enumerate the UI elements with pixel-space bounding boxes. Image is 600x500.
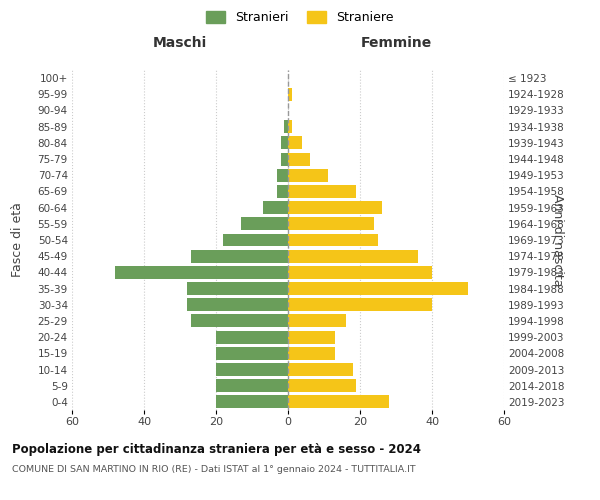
Text: Popolazione per cittadinanza straniera per età e sesso - 2024: Popolazione per cittadinanza straniera p… — [12, 442, 421, 456]
Bar — [115, 266, 288, 279]
Bar — [288, 396, 389, 408]
Bar — [288, 185, 356, 198]
Bar — [216, 330, 288, 344]
Bar — [277, 185, 288, 198]
Text: Maschi: Maschi — [153, 36, 207, 50]
Bar — [216, 363, 288, 376]
Bar — [241, 218, 288, 230]
Bar — [281, 136, 288, 149]
Bar — [288, 120, 292, 133]
Bar — [281, 152, 288, 166]
Text: Anni di nascita: Anni di nascita — [551, 194, 565, 286]
Bar — [288, 363, 353, 376]
Bar — [288, 88, 292, 101]
Bar — [288, 218, 374, 230]
Bar — [263, 201, 288, 214]
Bar — [288, 201, 382, 214]
Text: Fasce di età: Fasce di età — [11, 202, 25, 278]
Bar — [288, 250, 418, 262]
Bar — [191, 250, 288, 262]
Bar — [288, 152, 310, 166]
Bar — [277, 169, 288, 181]
Bar — [216, 379, 288, 392]
Bar — [187, 282, 288, 295]
Text: Femmine: Femmine — [361, 36, 431, 50]
Bar — [223, 234, 288, 246]
Bar — [191, 314, 288, 328]
Bar — [288, 136, 302, 149]
Bar — [288, 282, 468, 295]
Bar — [288, 169, 328, 181]
Bar — [288, 314, 346, 328]
Bar — [288, 266, 432, 279]
Bar — [284, 120, 288, 133]
Legend: Stranieri, Straniere: Stranieri, Straniere — [202, 6, 398, 29]
Bar — [216, 396, 288, 408]
Bar — [216, 347, 288, 360]
Bar — [288, 330, 335, 344]
Bar — [288, 379, 356, 392]
Bar — [187, 298, 288, 311]
Bar — [288, 298, 432, 311]
Bar — [288, 234, 378, 246]
Bar — [288, 347, 335, 360]
Text: COMUNE DI SAN MARTINO IN RIO (RE) - Dati ISTAT al 1° gennaio 2024 - TUTTITALIA.I: COMUNE DI SAN MARTINO IN RIO (RE) - Dati… — [12, 465, 416, 474]
